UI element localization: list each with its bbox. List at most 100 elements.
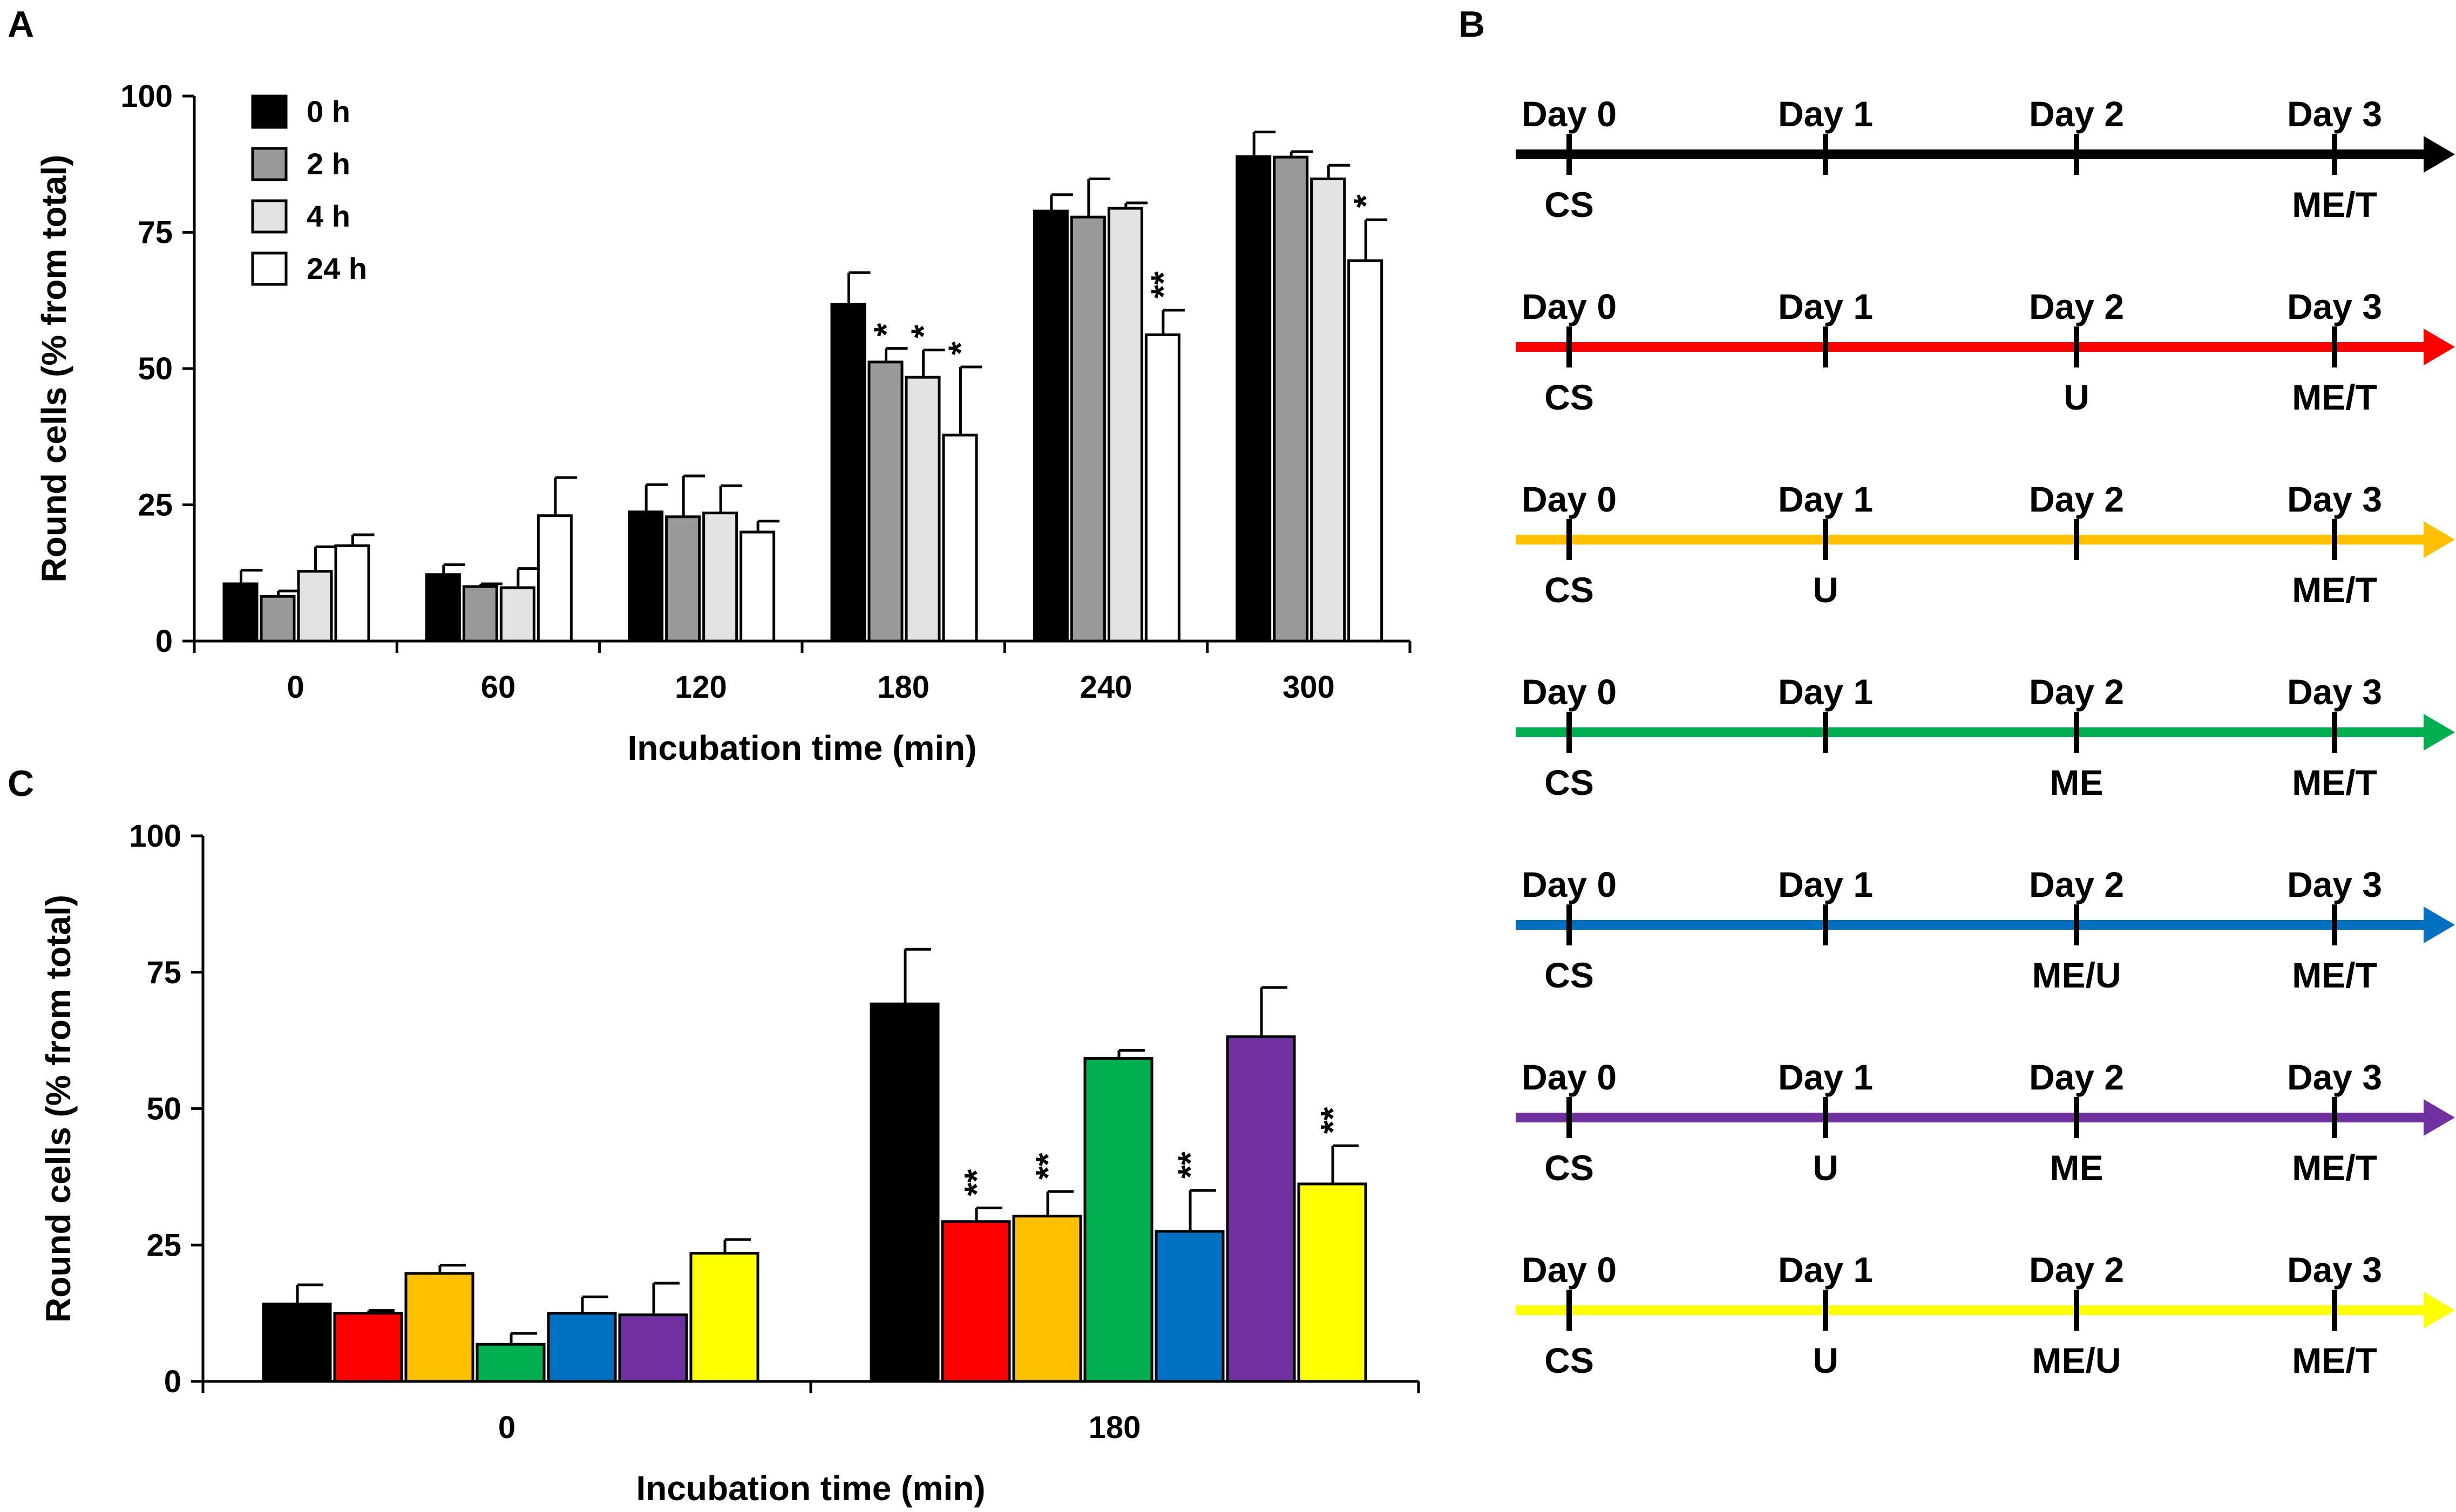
timeline-treatment-label: ME/T (2292, 377, 2377, 417)
significance-mark: ** (1144, 271, 1183, 298)
bar (404, 1272, 474, 1383)
bar (537, 514, 573, 643)
timeline-day-label: Day 2 (2029, 672, 2124, 712)
bar (870, 1002, 940, 1383)
timeline-day-label: Day 2 (2029, 864, 2124, 904)
significance-mark: * (904, 325, 943, 338)
significance-mark: ** (957, 1169, 996, 1196)
bar (702, 512, 738, 643)
timeline-day-label: Day 1 (1778, 864, 1873, 904)
timeline-treatment-label: ME/U (2032, 955, 2121, 995)
y-tick-label: 100 (129, 819, 181, 854)
significance-mark: * (941, 342, 980, 355)
y-axis-title: Round cells (% from total) (35, 155, 73, 583)
timeline-day-label: Day 1 (1778, 479, 1873, 519)
timeline-day-label: Day 3 (2287, 94, 2382, 134)
bar (425, 573, 461, 643)
timeline-day-label: Day 3 (2287, 1057, 2382, 1097)
timeline-day-label: Day 1 (1778, 94, 1873, 134)
timeline-treatment-label: CS (1544, 1148, 1594, 1188)
timeline-treatment-label: U (1813, 570, 1838, 610)
bar (1144, 333, 1180, 643)
timeline-day-label: Day 1 (1778, 672, 1873, 712)
bar (476, 1343, 546, 1383)
panel-label-c: C (8, 763, 34, 804)
bar (333, 1312, 403, 1383)
timeline-day-label: Day 3 (2287, 287, 2382, 326)
timeline-treatment-label: U (2064, 377, 2089, 417)
timeline-day-label: Day 2 (2029, 94, 2124, 134)
bar (665, 515, 701, 643)
timeline-day-label: Day 1 (1778, 1250, 1873, 1290)
y-tick-label: 100 (120, 79, 173, 114)
bar (1155, 1230, 1225, 1383)
bar (499, 586, 535, 643)
x-axis-title: Incubation time (min) (636, 1469, 985, 1508)
legend-label: 4 h (307, 199, 350, 233)
x-tick-label: 0 (287, 670, 304, 705)
bar (462, 585, 498, 643)
timeline-day-label: Day 1 (1778, 1057, 1873, 1097)
bar (262, 1302, 332, 1383)
bar (618, 1313, 688, 1383)
x-tick-label: 60 (481, 670, 516, 705)
bar (1107, 207, 1143, 643)
chart-panel-c: 0 25 50 75 100 0 180 Incubation time (min) Round… (39, 819, 1420, 1508)
timeline-day-label: Day 3 (2287, 479, 2382, 519)
y-tick-label: 0 (164, 1364, 181, 1399)
bar (628, 510, 664, 643)
timeline-treatment-label: CS (1544, 377, 1594, 417)
timeline-treatment-label: ME/T (2292, 1148, 2377, 1188)
x-axis-title: Incubation time (min) (627, 728, 976, 767)
timeline-arrow-head (2424, 1292, 2455, 1329)
timeline-treatment-label: ME/T (2292, 1340, 2377, 1380)
legend-swatch (251, 94, 288, 129)
timeline-day-label: Day 0 (1522, 479, 1617, 519)
timeline-treatment-label: ME/T (2292, 570, 2377, 610)
significance-mark: ** (1313, 1107, 1352, 1134)
timeline-day-label: Day 3 (2287, 864, 2382, 904)
timeline-treatment-label: ME/T (2292, 762, 2377, 802)
y-tick-label: 0 (155, 624, 173, 659)
timeline-treatment-label: CS (1544, 1340, 1594, 1380)
bar (1070, 215, 1106, 643)
timeline-treatment-label: CS (1544, 955, 1594, 995)
bar (222, 582, 259, 643)
significance-mark: ** (1028, 1153, 1067, 1180)
x-tick-label: 180 (877, 670, 930, 705)
timeline-day-label: Day 0 (1522, 864, 1617, 904)
timeline-treatment-label: ME (2050, 762, 2104, 802)
bar (1033, 209, 1069, 643)
timeline-day-label: Day 0 (1522, 1250, 1617, 1290)
bar (297, 570, 333, 643)
timeline-day-label: Day 0 (1522, 94, 1617, 134)
timeline-arrow-head (2424, 907, 2455, 943)
chart-panel-a: 0 25 50 75 100 0 60 120 180 240 300 Incubation time… (35, 79, 1412, 767)
timeline-treatment-label: U (1813, 1340, 1838, 1380)
x-tick-label: 120 (675, 670, 727, 705)
timeline-arrow-head (2424, 136, 2455, 173)
y-axis-title: Round cells (% from total) (39, 895, 78, 1323)
timeline-treatment-label: CS (1544, 762, 1594, 802)
legend-swatch (251, 251, 288, 286)
timeline-treatment-label: U (1813, 1148, 1838, 1188)
bar (1012, 1215, 1082, 1383)
bar (867, 360, 904, 643)
timeline-day-label: Day 0 (1522, 672, 1617, 712)
bar (1236, 155, 1272, 643)
bar (941, 1220, 1011, 1383)
legend-label: 0 h (307, 94, 350, 128)
significance-mark: ** (1171, 1152, 1210, 1179)
timeline-arrow-head (2424, 521, 2455, 558)
timeline-arrow-head (2424, 329, 2455, 365)
bar (1347, 259, 1383, 643)
bar (739, 530, 776, 643)
timeline-arrow-head (2424, 714, 2455, 751)
timeline-day-label: Day 0 (1522, 287, 1617, 326)
bar (1297, 1182, 1367, 1383)
timeline-day-label: Day 2 (2029, 1250, 2124, 1290)
bar (334, 544, 370, 643)
timeline-arrow-head (2424, 1099, 2455, 1136)
y-tick-label: 75 (138, 215, 173, 250)
